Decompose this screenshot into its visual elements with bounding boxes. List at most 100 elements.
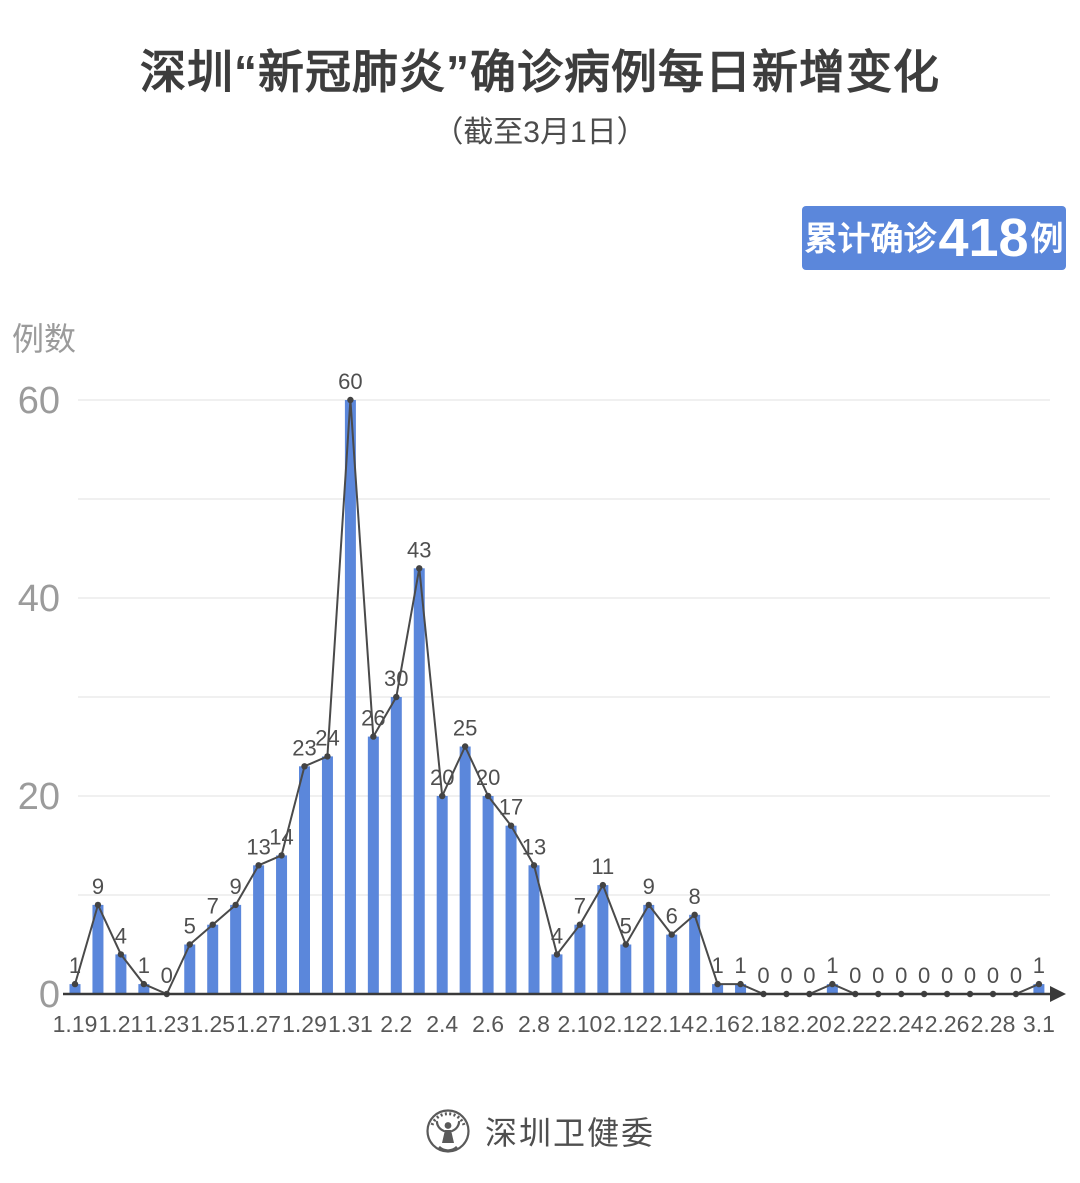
data-point-marker bbox=[576, 921, 584, 928]
x-tick-label: 2.16 bbox=[695, 1011, 740, 1037]
data-label: 0 bbox=[872, 963, 884, 988]
data-point-marker bbox=[278, 852, 285, 859]
bar bbox=[712, 984, 724, 994]
data-label: 17 bbox=[499, 795, 523, 820]
bar bbox=[551, 954, 563, 994]
bar bbox=[689, 914, 701, 994]
x-tick-label: 2.24 bbox=[879, 1011, 924, 1037]
x-tick-label: 1.19 bbox=[53, 1011, 98, 1037]
bar bbox=[666, 934, 678, 994]
data-point-marker bbox=[94, 901, 102, 909]
y-tick-label: 40 bbox=[18, 578, 60, 620]
bar bbox=[643, 904, 655, 994]
data-point-marker bbox=[622, 941, 629, 948]
data-label: 0 bbox=[780, 963, 792, 988]
data-label: 43 bbox=[407, 537, 431, 562]
data-label: 1 bbox=[826, 953, 838, 978]
data-label: 1 bbox=[69, 953, 81, 978]
data-label: 20 bbox=[430, 765, 454, 790]
x-tick-label: 2.20 bbox=[787, 1011, 832, 1037]
bar bbox=[69, 984, 81, 994]
data-point-marker bbox=[530, 862, 538, 869]
data-label: 5 bbox=[620, 914, 632, 939]
bar bbox=[253, 865, 265, 994]
x-tick-label: 1.29 bbox=[282, 1011, 327, 1037]
bar bbox=[321, 756, 333, 994]
data-point-marker bbox=[714, 980, 721, 988]
data-point-marker bbox=[1035, 980, 1043, 988]
bar bbox=[344, 400, 356, 994]
data-label: 0 bbox=[1010, 963, 1022, 988]
data-label: 1 bbox=[734, 953, 746, 978]
data-point-marker bbox=[324, 753, 331, 760]
bar bbox=[574, 924, 586, 994]
org-logo-icon bbox=[426, 1109, 470, 1153]
data-point-marker bbox=[209, 921, 216, 928]
data-point-marker bbox=[255, 862, 262, 869]
bar bbox=[620, 944, 632, 994]
data-label: 4 bbox=[551, 923, 563, 948]
x-tick-label: 1.25 bbox=[190, 1011, 235, 1037]
data-label: 5 bbox=[184, 914, 196, 939]
data-point-marker bbox=[393, 693, 400, 701]
bar bbox=[826, 984, 838, 994]
x-tick-label: 3.1 bbox=[1023, 1011, 1055, 1037]
data-point-marker bbox=[370, 733, 377, 740]
bar bbox=[390, 697, 402, 994]
footer: 深圳卫健委 bbox=[0, 1108, 1080, 1154]
bar bbox=[230, 904, 242, 994]
data-label: 14 bbox=[269, 824, 293, 849]
data-label: 0 bbox=[964, 963, 976, 988]
bar bbox=[413, 568, 425, 994]
data-label: 13 bbox=[246, 834, 270, 859]
data-point-marker bbox=[416, 565, 423, 572]
data-point-marker bbox=[484, 792, 492, 800]
data-label: 0 bbox=[849, 963, 861, 988]
data-label: 8 bbox=[689, 884, 701, 909]
x-tick-label: 2.2 bbox=[380, 1011, 412, 1037]
data-label: 1 bbox=[711, 953, 723, 978]
y-tick-label: 0 bbox=[39, 974, 60, 1016]
x-axis-arrow-icon bbox=[1050, 986, 1066, 1002]
data-point-marker bbox=[232, 901, 239, 909]
data-label: 0 bbox=[918, 963, 930, 988]
bar bbox=[482, 796, 494, 994]
y-tick-label: 60 bbox=[18, 380, 60, 422]
data-label: 0 bbox=[987, 963, 999, 988]
x-tick-label: 2.14 bbox=[649, 1011, 694, 1037]
data-point-marker bbox=[71, 980, 79, 988]
data-point-marker bbox=[829, 980, 836, 988]
data-point-marker bbox=[301, 763, 308, 770]
badge-prefix: 累计确诊 bbox=[804, 219, 937, 257]
bar bbox=[528, 865, 540, 994]
bar bbox=[299, 766, 310, 994]
data-label: 26 bbox=[361, 706, 385, 731]
bar bbox=[138, 984, 150, 994]
data-label: 9 bbox=[92, 874, 104, 899]
data-point-marker bbox=[140, 980, 148, 988]
data-point-marker bbox=[691, 911, 698, 918]
data-label: 13 bbox=[522, 834, 546, 859]
bar bbox=[92, 904, 104, 994]
page-subtitle: （截至3月1日） bbox=[433, 116, 647, 149]
y-axis-title: 例数 bbox=[12, 321, 77, 357]
badge-count: 418 bbox=[938, 208, 1029, 268]
bar bbox=[735, 984, 747, 994]
page-title: 深圳“新冠肺炎”确诊病例每日新增变化 bbox=[140, 46, 940, 98]
x-tick-label: 2.28 bbox=[971, 1011, 1016, 1037]
data-point-marker bbox=[117, 951, 125, 958]
data-label: 0 bbox=[941, 963, 953, 988]
x-tick-label: 2.18 bbox=[741, 1011, 786, 1037]
bar bbox=[207, 924, 219, 994]
data-label: 4 bbox=[115, 923, 127, 948]
data-point-marker bbox=[599, 881, 607, 889]
data-label: 6 bbox=[666, 904, 678, 929]
x-tick-label: 2.10 bbox=[558, 1011, 603, 1037]
x-tick-label: 1.23 bbox=[144, 1011, 189, 1037]
data-label: 24 bbox=[315, 725, 339, 750]
x-tick-label: 2.26 bbox=[925, 1011, 970, 1037]
data-point-marker bbox=[439, 792, 446, 800]
data-label: 0 bbox=[895, 963, 907, 988]
data-label: 0 bbox=[803, 963, 815, 988]
